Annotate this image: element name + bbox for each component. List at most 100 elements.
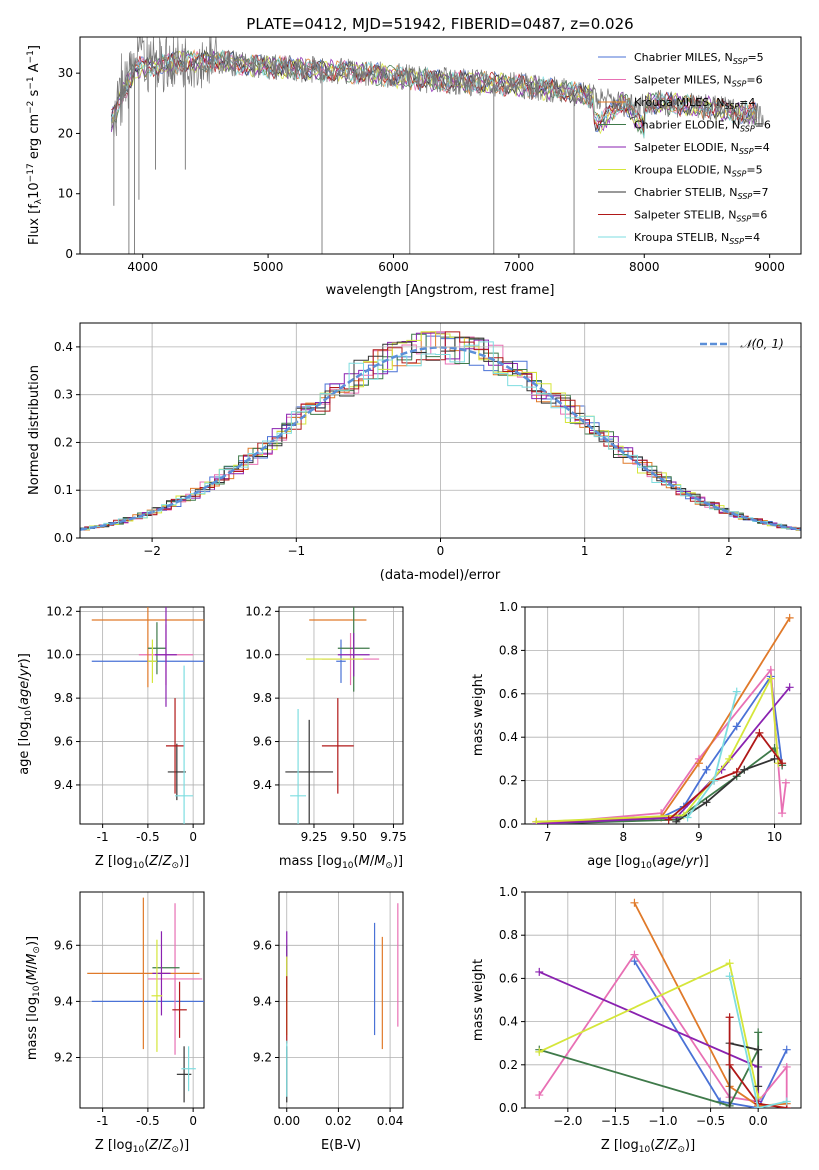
- age-vs-Z-ylabel: age [log10(age/yr)]: [17, 653, 34, 775]
- mass-vs-ebv-axes: 0.00 0.02 0.04 9.2 9.4 9.6: [253, 891, 404, 1128]
- mass-weight-line: [539, 1032, 760, 1107]
- plus-marker: [732, 767, 741, 776]
- plus-marker: [725, 1060, 734, 1069]
- mass-weight-vs-Z-ytick-label: 1.0: [499, 885, 518, 899]
- plus-marker: [754, 1028, 763, 1037]
- age-vs-Z-xlabel: Z [log10(Z/Z⊙)]: [95, 854, 189, 871]
- mass-weight-vs-Z-xtick-label: −1.5: [601, 1114, 630, 1128]
- age-vs-mass-ytick-label: 9.8: [253, 691, 272, 705]
- age-vs-Z-axes: -1 -0.5 0 9.4 9.6 9.8 10.0 10.2: [46, 604, 205, 844]
- residuals-xtick-label: 0: [437, 544, 445, 558]
- mass-weight-vs-age-xlabel: age [log10(age/yr)]: [587, 854, 709, 871]
- mass-weight-vs-age-frame: [524, 606, 802, 825]
- mass-vs-Z-frame: [79, 891, 205, 1109]
- spectrum-legend: Chabrier MILES, NSSP=5 Salpeter MILES, NS…: [598, 51, 771, 246]
- residual-histogram: [80, 331, 801, 531]
- plus-marker: [630, 950, 639, 959]
- age-vs-mass-axes: 9.25 9.50 9.75 9.4 9.6 9.8 10.0 10.2: [245, 604, 407, 844]
- mass-weight-vs-Z-xtick-label: −1.0: [648, 1114, 677, 1128]
- mass-weight-vs-age-ylabel: mass weight: [471, 674, 486, 756]
- mass-weight-vs-age-panel: age [log10(age/yr)] mass weight: [471, 674, 709, 871]
- age-vs-mass-frame: [278, 606, 404, 825]
- residuals-xtick-label: 2: [725, 544, 733, 558]
- residuals-ytick-label: 0.0: [54, 531, 73, 545]
- age-vs-Z-frame: [79, 606, 205, 825]
- plus-marker: [725, 972, 734, 981]
- mass-weight-line: [728, 1017, 787, 1108]
- age-vs-mass-ytick-label: 9.4: [253, 778, 272, 792]
- legend-label: Salpeter STELIB, NSSP=6: [634, 209, 767, 224]
- spectrum-xtick-label: 4000: [127, 260, 158, 274]
- spectrum-axes: 4000 5000 6000 7000 8000 9000 0 10 20 30: [58, 36, 802, 274]
- plus-marker: [754, 1104, 763, 1108]
- legend-label: Salpeter MILES, NSSP=6: [634, 74, 763, 89]
- mass-vs-ebv-xlabel: E(B-V): [321, 1138, 361, 1153]
- legend-label: Chabrier STELIB, NSSP=7: [634, 186, 768, 201]
- residual-histogram: [80, 331, 801, 531]
- mass-weight-vs-Z-xtick-label: −2.0: [553, 1114, 582, 1128]
- legend-label: Kroupa ELODIE, NSSP=5: [634, 164, 763, 179]
- mass-weight-vs-Z-xtick-label: −0.5: [696, 1114, 725, 1128]
- mass-vs-ebv-xtick-label: 0.04: [377, 1114, 404, 1128]
- residuals-axes: −2 −1 0 1 2 0.0 0.1 0.2 0.3 0.4: [54, 322, 802, 558]
- legend-label: Kroupa MILES, NSSP=4: [634, 96, 755, 111]
- mass-vs-ebv-points: [286, 903, 399, 1103]
- mass-vs-Z-panel: Z [log10(Z/Z⊙)] mass [log10(M/M⊙)]: [25, 936, 189, 1155]
- age-vs-mass-xtick-label: 9.75: [380, 830, 407, 844]
- plus-marker: [702, 765, 711, 774]
- mass-weight-vs-Z-ytick-label: 0.2: [499, 1058, 518, 1072]
- age-vs-mass-xtick-label: 9.25: [301, 830, 328, 844]
- residuals-ytick-label: 0.1: [54, 483, 73, 497]
- plus-marker: [782, 1045, 791, 1054]
- spectrum-lines: [110, 37, 764, 254]
- spectrum-ytick-label: 30: [58, 66, 73, 80]
- mass-weight-vs-age-ytick-label: 0.0: [499, 817, 518, 831]
- residuals-xtick-label: 1: [581, 544, 589, 558]
- mass-vs-Z-xlabel: Z [log10(Z/Z⊙)]: [95, 1138, 189, 1155]
- plus-marker: [683, 813, 692, 822]
- spectrum-ytick-label: 10: [58, 187, 73, 201]
- legend-label: Salpeter ELODIE, NSSP=4: [634, 141, 770, 156]
- residuals-xtick-label: −2: [143, 544, 161, 558]
- figure-title: PLATE=0412, MJD=51942, FIBERID=0487, z=0…: [246, 15, 633, 33]
- mass-vs-ebv-ytick-label: 9.2: [253, 1051, 272, 1065]
- mass-vs-Z-axes: -1 -0.5 0 9.2 9.4 9.6: [54, 891, 205, 1128]
- spectrum-traces: [110, 37, 764, 254]
- age-vs-mass-ytick-label: 10.2: [245, 604, 272, 618]
- mass-weight-vs-age-axes: 7 8 9 10 0.0 0.2 0.4 0.6 0.8 1.0: [499, 600, 802, 844]
- mass-vs-Z-ytick-label: 9.6: [54, 938, 73, 952]
- plus-marker: [725, 1104, 734, 1108]
- mass-weight-line: [536, 673, 783, 824]
- age-vs-Z-ytick-label: 10.2: [46, 604, 73, 618]
- legend-label: Chabrier MILES, NSSP=5: [634, 51, 764, 66]
- spectrum-xtick-label: 7000: [504, 260, 535, 274]
- plus-marker: [785, 683, 794, 692]
- residuals-xtick-label: −1: [287, 544, 305, 558]
- mass-vs-ebv-xtick-label: 0.02: [325, 1114, 352, 1128]
- mass-weight-vs-age-xtick-label: 8: [619, 830, 627, 844]
- mass-weight-vs-age-xtick-label: 7: [544, 830, 552, 844]
- mass-vs-Z-xtick-label: -1: [97, 1114, 109, 1128]
- mass-weight-vs-Z-panel: Z [log10(Z/Z⊙)] mass weight: [471, 959, 695, 1155]
- mass-vs-Z-xtick-label: 0: [189, 1114, 197, 1128]
- spectrum-xtick-label: 8000: [629, 260, 660, 274]
- mass-weight-vs-Z-ytick-label: 0.0: [499, 1101, 518, 1115]
- residual-ylabel: Normed distribution: [27, 365, 42, 495]
- mass-vs-Z-xtick-label: -0.5: [136, 1114, 159, 1128]
- plus-marker: [664, 815, 673, 824]
- age-vs-mass-points: [285, 607, 380, 824]
- plus-marker: [766, 674, 775, 683]
- mass-weight-vs-age-xtick-label: 9: [695, 830, 703, 844]
- mass-weight-vs-age-ytick-label: 0.2: [499, 774, 518, 788]
- legend-label: Kroupa STELIB, NSSP=4: [634, 231, 760, 246]
- plus-marker: [672, 817, 681, 824]
- plus-marker: [725, 1013, 734, 1022]
- plus-marker: [740, 765, 749, 774]
- mass-vs-Z-ytick-label: 9.4: [54, 994, 73, 1008]
- plus-marker: [754, 1045, 763, 1054]
- mass-vs-Z-points: [87, 897, 204, 1103]
- residuals-ytick-label: 0.3: [54, 388, 73, 402]
- age-vs-mass-ytick-label: 9.6: [253, 735, 272, 749]
- spectrum-xtick-label: 6000: [378, 260, 409, 274]
